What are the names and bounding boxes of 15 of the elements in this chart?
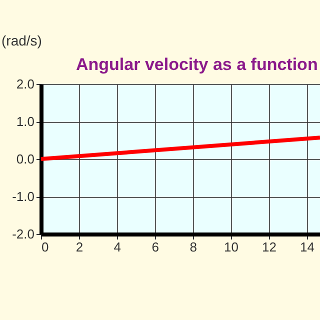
x-tick-label: 0 (42, 240, 49, 254)
x-tick-label: 14 (300, 240, 314, 254)
y-tick-label: 1.0 (16, 114, 34, 129)
y-tick-label: -1.0 (12, 189, 34, 204)
x-tick-label: 12 (262, 240, 276, 254)
y-tick-label: 0.0 (16, 152, 34, 166)
x-tick-label: 10 (224, 240, 239, 254)
x-tick-label: 2 (76, 240, 84, 254)
y-tick-label: 2.0 (16, 76, 34, 92)
chart-title: Angular velocity as a function (76, 55, 318, 74)
x-tick-label: 6 (152, 240, 159, 254)
x-tick-label: 8 (190, 240, 197, 254)
y-tick-label: -2.0 (12, 226, 34, 242)
x-tick-label: 4 (114, 240, 122, 254)
y-axis-title: (rad/s) (2, 32, 42, 48)
